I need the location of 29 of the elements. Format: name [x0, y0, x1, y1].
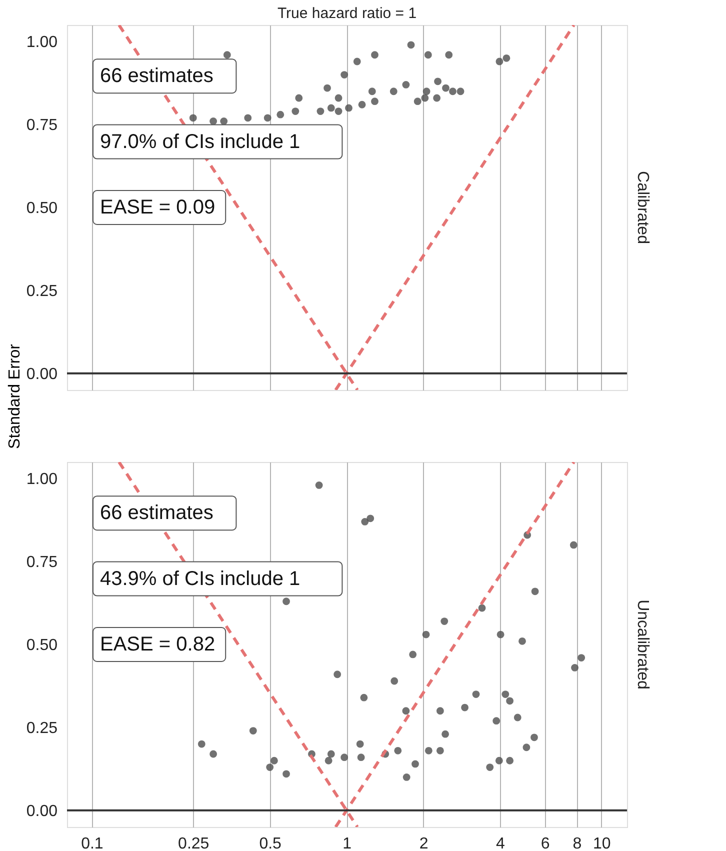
y-tick-label: 1.00 [26, 471, 58, 488]
x-tick-label: 2 [419, 836, 428, 851]
annotation: 66 estimates [100, 65, 214, 88]
x-tick-label: 10 [593, 836, 611, 851]
y-tick-label: 1.00 [26, 34, 58, 52]
y-axis-title: Standard Error [6, 343, 24, 449]
y-tick-label: 0.75 [26, 554, 58, 572]
x-tick-label: 0.1 [81, 836, 104, 851]
annotation: EASE = 0.82 [100, 634, 216, 656]
y-tick-label: 0.00 [26, 366, 58, 383]
y2-axis-title: Uncalibrated [634, 600, 651, 690]
x-tick-label: 8 [572, 836, 582, 851]
x-tick-label: 0.5 [259, 836, 282, 851]
chart-title: True hazard ratio = 1 [277, 5, 417, 22]
y-tick-label: 0.00 [26, 802, 58, 820]
x-tick-label: 1 [342, 836, 352, 851]
x-tick-label: 0.25 [178, 836, 210, 851]
x-tick-label: 4 [496, 836, 506, 851]
annotation: EASE = 0.09 [100, 196, 216, 218]
annotation: 97.0% of CIs include 1 [100, 130, 300, 153]
x-tick-label: 6 [540, 836, 550, 851]
annotation: 43.9% of CIs include 1 [100, 568, 300, 590]
y-tick-label: 0.50 [26, 200, 58, 217]
y-tick-label: 0.50 [26, 637, 58, 654]
y-tick-label: 0.75 [26, 117, 58, 134]
y-tick-label: 0.25 [26, 720, 58, 737]
y-tick-label: 0.25 [26, 282, 58, 300]
y2-axis-title: Calibrated [634, 171, 651, 244]
annotation: 66 estimates [100, 502, 214, 524]
